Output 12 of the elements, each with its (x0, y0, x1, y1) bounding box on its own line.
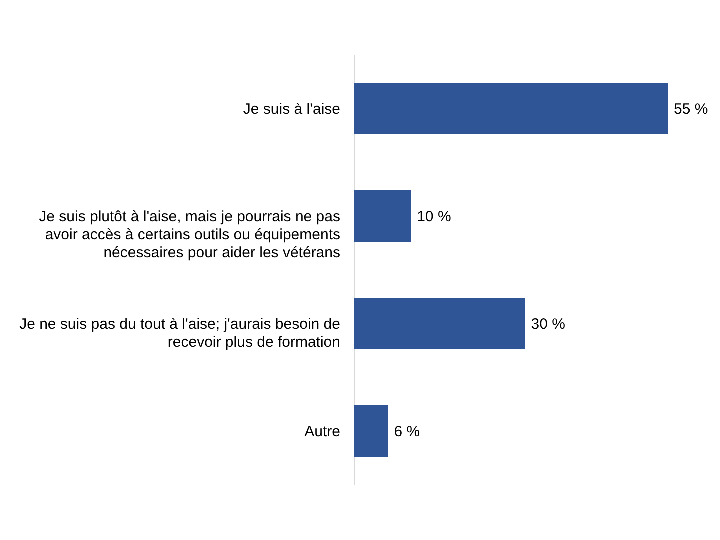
y-tick-label: Je ne suis pas du tout à l'aise; j'aurais besoin de recevoir plus de formation (20, 316, 340, 351)
data-label: 6 % (394, 423, 420, 440)
y-tick-label: Je suis à l'aise (243, 100, 340, 118)
bar (354, 298, 526, 350)
bar (354, 405, 388, 458)
bar (354, 190, 412, 242)
y-tick-label: Je suis plutôt à l'aise, mais je pourrais ne pas avoir accès à certains outils ou équipements nécessaires pour aider les vétérans (39, 208, 340, 262)
data-label: 30 % (531, 316, 566, 333)
bar (354, 82, 668, 135)
data-label: 55 % (674, 100, 708, 118)
data-label: 10 % (417, 208, 452, 226)
y-tick-label: Autre (304, 423, 340, 440)
